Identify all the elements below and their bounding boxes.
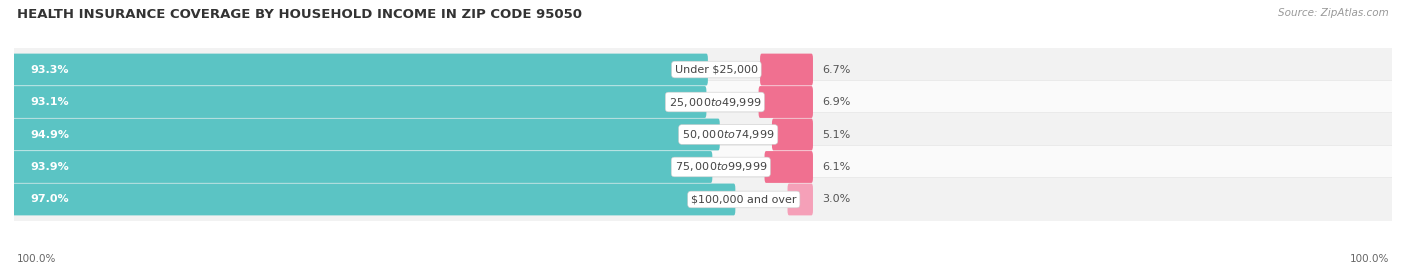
FancyBboxPatch shape (13, 183, 735, 215)
FancyBboxPatch shape (13, 119, 720, 150)
Text: 93.3%: 93.3% (30, 65, 69, 75)
Text: 6.7%: 6.7% (823, 65, 851, 75)
FancyBboxPatch shape (765, 151, 813, 183)
Text: 6.9%: 6.9% (823, 97, 851, 107)
FancyBboxPatch shape (787, 183, 813, 215)
Text: $25,000 to $49,999: $25,000 to $49,999 (669, 95, 761, 108)
Text: 3.0%: 3.0% (823, 194, 851, 204)
FancyBboxPatch shape (13, 48, 1393, 91)
Text: 6.1%: 6.1% (823, 162, 851, 172)
Text: 93.1%: 93.1% (30, 97, 69, 107)
FancyBboxPatch shape (13, 151, 713, 183)
FancyBboxPatch shape (13, 113, 1393, 156)
FancyBboxPatch shape (13, 145, 1393, 189)
Text: 100.0%: 100.0% (17, 254, 56, 264)
Text: $100,000 and over: $100,000 and over (692, 194, 797, 204)
Text: 5.1%: 5.1% (823, 129, 851, 140)
Text: $50,000 to $74,999: $50,000 to $74,999 (682, 128, 775, 141)
FancyBboxPatch shape (13, 54, 707, 86)
Text: 93.9%: 93.9% (30, 162, 69, 172)
FancyBboxPatch shape (13, 178, 1393, 221)
Text: 100.0%: 100.0% (1350, 254, 1389, 264)
Text: 94.9%: 94.9% (30, 129, 69, 140)
Text: Under $25,000: Under $25,000 (675, 65, 758, 75)
FancyBboxPatch shape (761, 54, 813, 86)
FancyBboxPatch shape (13, 80, 1393, 124)
Text: Source: ZipAtlas.com: Source: ZipAtlas.com (1278, 8, 1389, 18)
Text: HEALTH INSURANCE COVERAGE BY HOUSEHOLD INCOME IN ZIP CODE 95050: HEALTH INSURANCE COVERAGE BY HOUSEHOLD I… (17, 8, 582, 21)
Text: $75,000 to $99,999: $75,000 to $99,999 (675, 161, 768, 174)
Text: 97.0%: 97.0% (30, 194, 69, 204)
FancyBboxPatch shape (759, 86, 813, 118)
FancyBboxPatch shape (13, 86, 706, 118)
FancyBboxPatch shape (772, 119, 813, 150)
